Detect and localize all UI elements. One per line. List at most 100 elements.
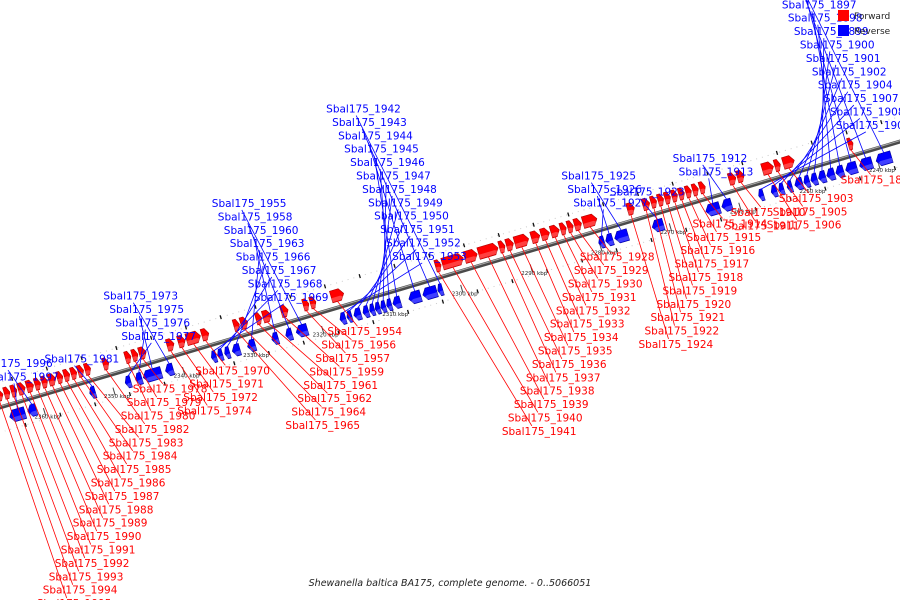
reverse-gene-arrow[interactable] [88,385,98,399]
scale-tick-label: 2320 kbp [313,333,339,339]
forward-gene-arrow[interactable] [565,220,575,234]
forward-gene-arrow[interactable] [669,189,679,203]
gene-shine [478,250,499,259]
forward-gene-arrow[interactable] [308,296,318,310]
forward-gene-arrow[interactable] [62,368,71,383]
reverse-gene-arrow[interactable] [368,303,377,317]
forward-gene-arrow[interactable] [580,213,598,229]
reverse-gene-arrow[interactable] [720,197,734,212]
gene-shape [339,311,348,325]
forward-gene-arrow[interactable] [476,242,500,260]
reverse-gene-arrow[interactable] [777,182,786,196]
reverse-gene-arrow[interactable] [421,284,439,301]
forward-gene-arrow[interactable] [548,224,561,239]
forward-gene-arrow[interactable] [69,366,78,381]
forward-gene-arrow[interactable] [176,334,187,349]
gene-shine [567,227,575,233]
forward-gene-arrow[interactable] [82,362,92,376]
forward-gene-arrow[interactable] [0,388,5,403]
forward-gene-arrow[interactable] [55,371,65,385]
forward-gene-arrow[interactable] [558,222,568,236]
reverse-gene-arrow[interactable] [793,176,805,191]
forward-gene-arrow[interactable] [572,217,583,232]
forward-gene-arrow[interactable] [648,195,658,209]
gene-shape [772,159,781,173]
forward-gene-arrow[interactable] [683,185,693,199]
forward-gene-arrow[interactable] [130,348,140,362]
forward-gene-arrow[interactable] [772,159,782,173]
forward-gene-arrow[interactable] [662,191,672,205]
reverse-gene-arrow[interactable] [385,298,394,312]
forward-gene-arrow[interactable] [16,382,27,396]
forward-gene-arrow[interactable] [529,230,542,245]
reverse-gene-arrow[interactable] [164,362,176,377]
reverse-gene-arrow[interactable] [407,289,423,305]
forward-gene-arrow[interactable] [301,298,311,312]
gene-features[interactable] [0,137,894,423]
forward-gene-arrow[interactable] [735,169,746,184]
forward-gene-arrow[interactable] [123,350,133,365]
reverse-gene-arrow[interactable] [284,327,295,341]
reverse-gene-arrow[interactable] [295,323,310,338]
forward-gene-arrow[interactable] [781,155,796,170]
forward-gene-arrow[interactable] [726,172,737,186]
reverse-gene-arrow[interactable] [361,304,371,319]
reverse-gene-arrow[interactable] [825,167,837,182]
reverse-gene-arrow[interactable] [134,371,144,386]
reverse-gene-arrow[interactable] [651,217,666,233]
forward-gene-arrow[interactable] [440,252,465,271]
reverse-gene-arrow[interactable] [26,403,39,418]
reverse-gene-arrow[interactable] [338,311,348,325]
reverse-gene-arrow[interactable] [246,338,258,353]
forward-gene-arrow[interactable] [329,288,345,304]
forward-gene-arrow[interactable] [164,338,175,352]
forward-gene-arrow[interactable] [199,328,210,342]
forward-gene-arrow[interactable] [24,379,35,394]
reverse-gene-arrow[interactable] [231,342,242,357]
reverse-gene-arrow[interactable] [785,179,795,193]
reverse-gene-arrow[interactable] [770,184,779,198]
reverse-gene-arrow[interactable] [757,188,766,202]
forward-gene-arrow[interactable] [760,161,776,176]
forward-gene-arrow[interactable] [504,238,515,252]
forward-gene-arrow[interactable] [2,386,12,400]
reverse-gene-arrow[interactable] [436,283,445,297]
forward-gene-arrow[interactable] [512,233,530,249]
forward-gene-arrow[interactable] [462,248,479,264]
forward-gene-arrow[interactable] [184,330,202,346]
reverse-gene-arrow[interactable] [391,295,403,310]
reverse-gene-arrow[interactable] [210,349,219,363]
forward-gene-arrow[interactable] [676,187,686,201]
reverse-gene-arrow[interactable] [817,170,828,184]
leader-line [258,324,328,394]
reverse-gene-arrow[interactable] [124,375,133,389]
reverse-gene-arrow[interactable] [352,307,363,322]
forward-gene-arrow[interactable] [279,304,290,318]
forward-gene-arrow[interactable] [39,375,49,389]
forward-gene-arrow[interactable] [846,137,855,151]
forward-gene-arrow[interactable] [697,181,707,195]
reverse-gene-arrow[interactable] [834,164,846,179]
reverse-gene-arrow[interactable] [604,232,615,247]
reverse-gene-arrow[interactable] [802,174,812,188]
forward-gene-arrow[interactable] [625,202,636,216]
reverse-gene-arrow[interactable] [844,160,859,176]
reverse-gene-arrow[interactable] [223,346,232,360]
reverse-gene-arrow[interactable] [374,301,383,315]
forward-gene-arrow[interactable] [433,259,443,273]
gene-shine [11,391,18,397]
forward-gene-arrow[interactable] [539,227,551,242]
forward-gene-arrow[interactable] [497,240,507,254]
reverse-gene-arrow[interactable] [270,331,281,345]
reverse-gene-arrow[interactable] [704,201,722,218]
forward-gene-arrow[interactable] [101,357,110,371]
reverse-gene-arrow[interactable] [613,228,630,244]
reverse-gene-arrow[interactable] [809,172,820,186]
reverse-gene-arrow[interactable] [142,366,164,383]
forward-gene-arrow[interactable] [690,183,700,197]
reverse-gene-arrow[interactable] [874,150,894,167]
forward-gene-arrow[interactable] [32,377,42,391]
forward-gene-arrow[interactable] [46,373,57,387]
reverse-gene-arrow[interactable] [379,299,388,313]
forward-gene-arrow[interactable] [655,193,665,207]
